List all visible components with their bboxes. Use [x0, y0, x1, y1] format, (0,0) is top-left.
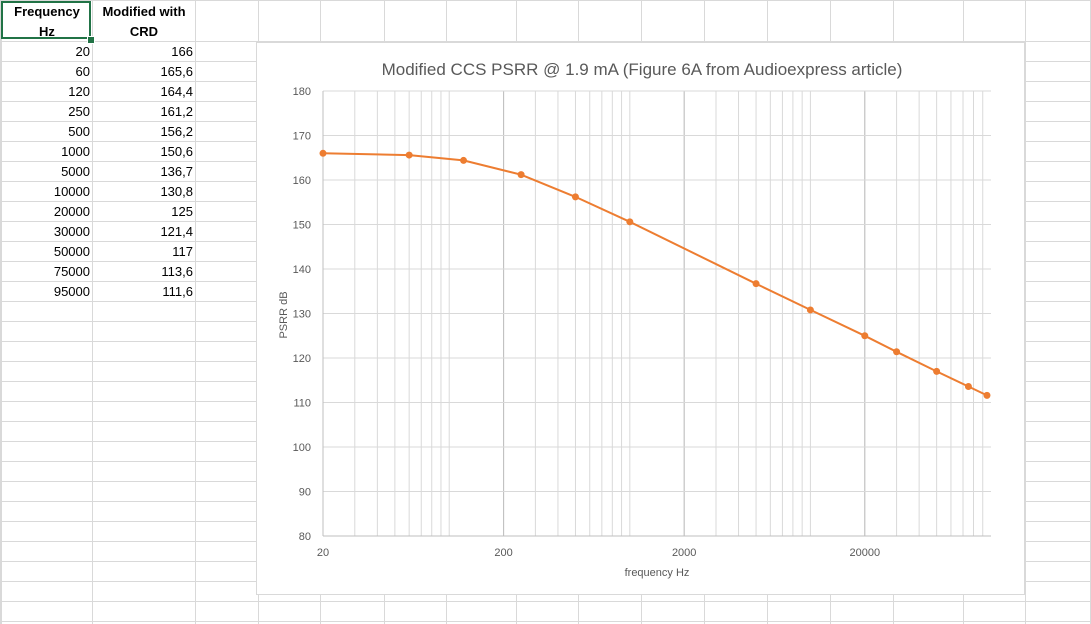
- y-tick-label: 150: [293, 220, 311, 232]
- x-tick-label: 200: [494, 547, 512, 559]
- psrr-chart[interactable]: Modified CCS PSRR @ 1.9 mA (Figure 6A fr…: [256, 42, 1025, 595]
- chart-canvas: Modified CCS PSRR @ 1.9 mA (Figure 6A fr…: [278, 60, 991, 579]
- header-frequency[interactable]: Frequency: [14, 4, 80, 19]
- cell-frequency[interactable]: 95000: [53, 284, 90, 299]
- x-axis-label: frequency Hz: [625, 567, 690, 579]
- column-gridline: [195, 0, 196, 624]
- cell-frequency[interactable]: 500: [68, 124, 90, 139]
- data-point: [964, 382, 972, 390]
- cell-modified-value[interactable]: 164,4: [160, 84, 193, 99]
- header-modified[interactable]: Modified with: [102, 4, 186, 19]
- y-tick-label: 160: [293, 175, 311, 187]
- cell-frequency[interactable]: 75000: [53, 264, 90, 279]
- cell-frequency[interactable]: 20000: [53, 204, 90, 219]
- cell-frequency[interactable]: 250: [68, 104, 90, 119]
- data-point: [861, 332, 869, 340]
- row-gridline: [0, 621, 1091, 622]
- cell-frequency[interactable]: 50000: [53, 244, 90, 259]
- series-line: [322, 152, 988, 397]
- x-tick-label: 2000: [672, 547, 696, 559]
- column-gridline: [92, 0, 93, 624]
- cell-modified-value[interactable]: 136,7: [160, 164, 193, 179]
- cell-modified-value[interactable]: 125: [171, 204, 193, 219]
- cell-modified-value[interactable]: 165,6: [160, 64, 193, 79]
- data-point: [405, 151, 413, 159]
- y-tick-label: 80: [299, 531, 311, 543]
- data-point: [460, 156, 468, 164]
- data-point: [319, 149, 327, 157]
- cell-modified-value[interactable]: 113,6: [161, 264, 193, 279]
- y-tick-label: 140: [293, 264, 311, 276]
- y-tick-label: 90: [299, 487, 311, 499]
- y-tick-label: 130: [293, 309, 311, 321]
- cell-frequency[interactable]: 30000: [53, 224, 90, 239]
- data-point: [517, 171, 525, 179]
- cell-modified-value[interactable]: 166: [171, 44, 193, 59]
- cell-modified-value[interactable]: 111,6: [162, 284, 193, 299]
- cell-frequency[interactable]: 10000: [53, 184, 90, 199]
- cell-frequency[interactable]: 60: [75, 64, 90, 79]
- data-point: [893, 348, 901, 356]
- y-tick-label: 120: [293, 353, 311, 365]
- x-tick-label: 20000: [849, 547, 880, 559]
- data-point: [806, 306, 814, 314]
- cell-frequency[interactable]: 1000: [61, 144, 90, 159]
- data-point: [752, 280, 760, 288]
- selected-cell-range[interactable]: [1, 1, 91, 39]
- fill-handle[interactable]: [87, 36, 95, 44]
- cell-modified-value[interactable]: 130,8: [160, 184, 193, 199]
- data-point: [626, 218, 634, 226]
- cell-frequency[interactable]: 120: [68, 84, 90, 99]
- data-point: [571, 193, 579, 201]
- data-point: [983, 391, 991, 399]
- y-tick-label: 100: [293, 442, 311, 454]
- y-tick-label: 180: [293, 86, 311, 98]
- cell-frequency[interactable]: 5000: [61, 164, 90, 179]
- cell-modified-value[interactable]: 121,4: [160, 224, 193, 239]
- header-crd[interactable]: CRD: [129, 24, 159, 39]
- cell-modified-value[interactable]: 161,2: [160, 104, 193, 119]
- x-tick-label: 20: [317, 547, 329, 559]
- data-point: [933, 367, 941, 375]
- chart-title: Modified CCS PSRR @ 1.9 mA (Figure 6A fr…: [382, 60, 903, 79]
- column-gridline: [1025, 0, 1026, 624]
- header-frequency-unit[interactable]: Hz: [39, 24, 55, 39]
- column-gridline: [1, 0, 2, 624]
- y-axis-label: PSRR dB: [278, 291, 290, 338]
- y-tick-label: 170: [293, 131, 311, 143]
- cell-modified-value[interactable]: 156,2: [160, 124, 193, 139]
- cell-modified-value[interactable]: 117: [172, 244, 193, 259]
- y-tick-label: 110: [293, 398, 311, 410]
- row-gridline: [0, 41, 1091, 42]
- row-gridline: [0, 601, 1091, 602]
- cell-frequency[interactable]: 20: [75, 44, 90, 59]
- cell-modified-value[interactable]: 150,6: [160, 144, 193, 159]
